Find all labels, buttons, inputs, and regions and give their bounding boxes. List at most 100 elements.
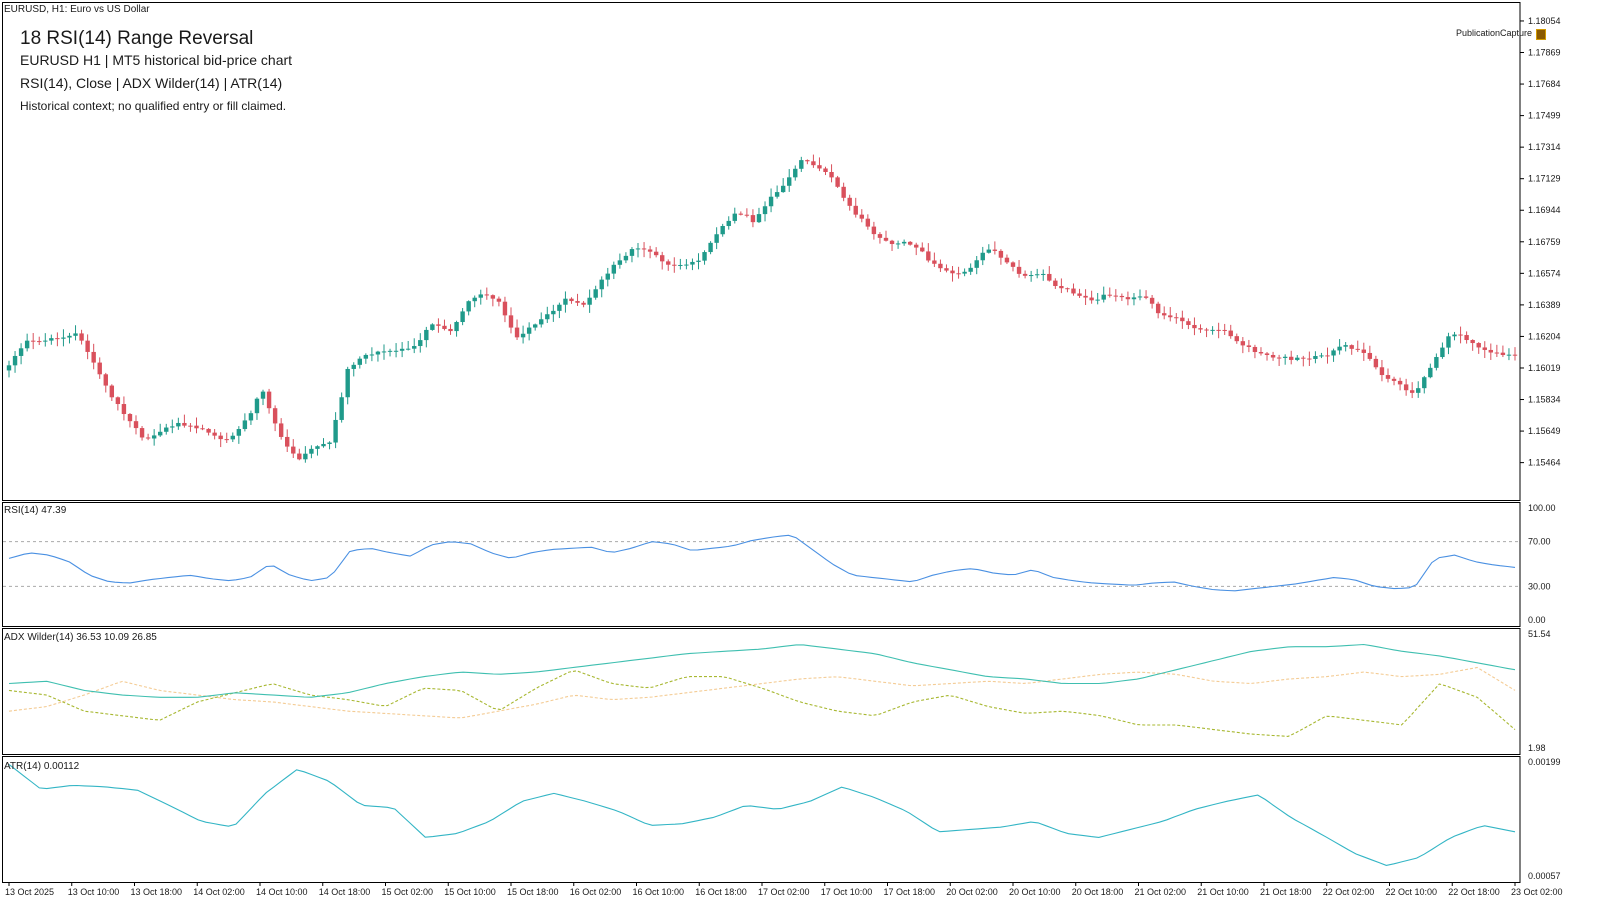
candle xyxy=(968,263,973,275)
candle xyxy=(1355,340,1360,353)
candle xyxy=(79,329,84,345)
candle xyxy=(720,223,725,237)
candle-body xyxy=(333,419,338,443)
atr-pane-label: ATR(14) 0.00112 xyxy=(4,761,80,772)
candle xyxy=(1204,327,1209,338)
candle-body xyxy=(956,273,961,275)
candle xyxy=(539,312,544,328)
candle xyxy=(847,194,852,211)
candle-body xyxy=(224,439,229,441)
candle-body xyxy=(260,391,266,399)
candle xyxy=(424,326,429,348)
atr-pane[interactable] xyxy=(8,763,1516,866)
candle xyxy=(242,413,248,432)
candle xyxy=(768,188,774,213)
candle-body xyxy=(1204,329,1209,331)
candle-body xyxy=(1301,357,1306,359)
candle xyxy=(1059,278,1064,294)
price-tick-label: 1.17684 xyxy=(1528,79,1561,89)
candle xyxy=(1440,342,1445,359)
candle-body xyxy=(182,422,187,426)
candle-body xyxy=(1337,346,1342,351)
rsi-pane[interactable] xyxy=(3,534,1520,592)
candle-body xyxy=(962,271,967,274)
candle-body xyxy=(853,205,858,215)
candle xyxy=(466,300,471,316)
candle-body xyxy=(787,177,792,186)
candle xyxy=(339,392,344,423)
price-candles[interactable] xyxy=(6,154,1518,463)
candle xyxy=(418,333,423,353)
price-tick-label: 1.15649 xyxy=(1528,426,1561,436)
candle xyxy=(726,216,731,230)
candle xyxy=(43,333,48,347)
candle xyxy=(1325,347,1330,364)
candle xyxy=(605,267,610,287)
candle xyxy=(1500,345,1506,358)
adx-pane[interactable] xyxy=(8,643,1516,737)
candle xyxy=(793,165,798,181)
candle-body xyxy=(593,289,598,298)
candle xyxy=(563,291,568,313)
candle-body xyxy=(363,354,369,359)
candle xyxy=(484,287,490,300)
candle xyxy=(1319,352,1324,359)
candle-body xyxy=(805,160,810,162)
candle xyxy=(1089,290,1094,304)
candle xyxy=(321,438,326,448)
candle xyxy=(254,397,260,420)
candle-body xyxy=(164,427,169,432)
candle-body xyxy=(865,218,871,227)
candle xyxy=(200,424,205,431)
candle-body xyxy=(1089,297,1094,301)
candle-body xyxy=(726,220,731,227)
candle xyxy=(297,448,302,461)
candle-body xyxy=(230,435,235,440)
candle xyxy=(690,258,695,271)
candle xyxy=(1428,363,1433,379)
price-tick-label: 1.18054 xyxy=(1528,16,1561,26)
publication-label[interactable]: PublicationCapture xyxy=(1456,28,1533,38)
candle xyxy=(327,441,332,450)
candle-body xyxy=(55,338,60,340)
candle xyxy=(1119,293,1125,301)
candle xyxy=(1488,343,1494,360)
candle-body xyxy=(176,422,181,427)
candle-body xyxy=(1143,296,1149,298)
candle-body xyxy=(339,397,344,420)
time-tick-label: 14 Oct 02:00 xyxy=(193,887,245,897)
candle-body xyxy=(158,431,163,436)
candle-body xyxy=(1367,352,1373,359)
candle-body xyxy=(1428,367,1433,378)
candle-body xyxy=(1149,297,1155,304)
candle-body xyxy=(79,333,84,341)
candle xyxy=(236,426,242,444)
candle-body xyxy=(1379,367,1385,376)
candle-body xyxy=(30,340,36,342)
candle-body xyxy=(1107,294,1112,296)
candle-body xyxy=(841,186,846,198)
candle xyxy=(1313,351,1318,364)
candle-body xyxy=(1476,343,1481,348)
context-note: Historical context; no qualified entry o… xyxy=(20,99,287,113)
candle xyxy=(811,154,816,168)
candle-body xyxy=(1440,347,1445,358)
candle-body xyxy=(278,423,284,437)
publication-capture-icon[interactable] xyxy=(1536,29,1546,40)
candle xyxy=(696,253,701,270)
candle-body xyxy=(1452,334,1457,337)
candle-body xyxy=(720,226,725,235)
candle-body xyxy=(115,397,121,405)
candle-body xyxy=(1065,288,1070,290)
candle-body xyxy=(1264,353,1270,355)
candle-body xyxy=(968,267,973,272)
candle-body xyxy=(901,241,907,244)
candle-body xyxy=(696,260,701,262)
candle xyxy=(55,332,60,347)
candle-body xyxy=(1186,321,1191,325)
candle xyxy=(230,432,235,443)
candle xyxy=(67,332,72,344)
candle xyxy=(151,429,157,446)
candle xyxy=(91,343,96,370)
